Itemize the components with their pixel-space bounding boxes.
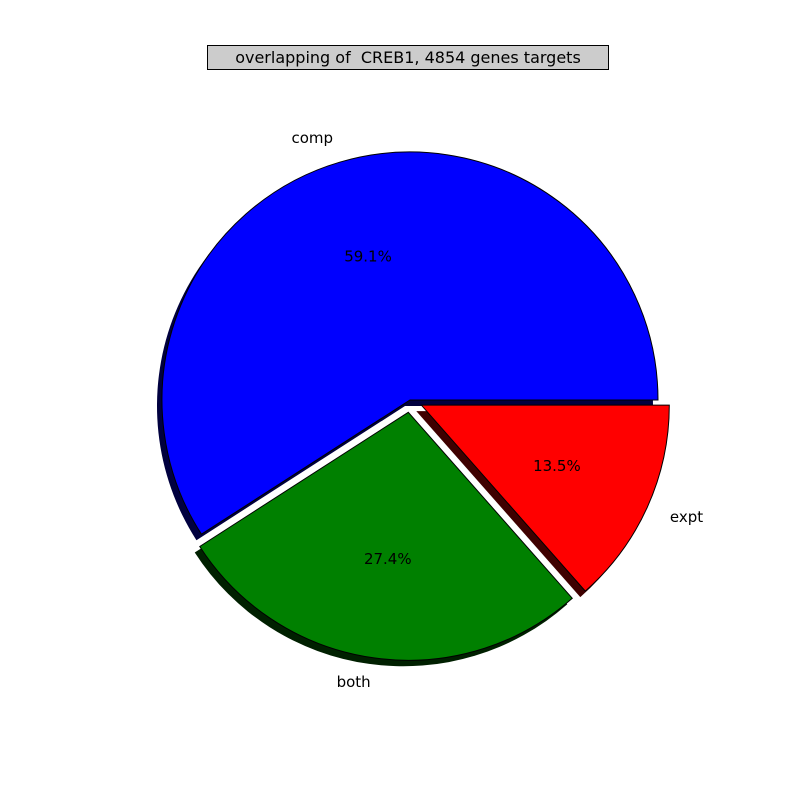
slice-label-expt: expt — [670, 508, 703, 526]
pie-wedges — [161, 151, 670, 661]
slice-label-comp: comp — [292, 129, 334, 147]
pie-slice-expt — [420, 404, 670, 592]
slice-percent-comp: 59.1% — [344, 248, 392, 266]
chart-title: overlapping of CREB1, 4854 genes targets — [207, 45, 609, 70]
pie-slice-comp — [161, 151, 659, 535]
slice-percent-both: 27.4% — [364, 550, 412, 568]
pie-slice-both — [199, 411, 574, 661]
pie-labels: comp 59.1% both 27.4% expt 13.5% — [292, 129, 704, 691]
slice-percent-expt: 13.5% — [533, 457, 581, 475]
slice-label-both: both — [337, 673, 371, 691]
